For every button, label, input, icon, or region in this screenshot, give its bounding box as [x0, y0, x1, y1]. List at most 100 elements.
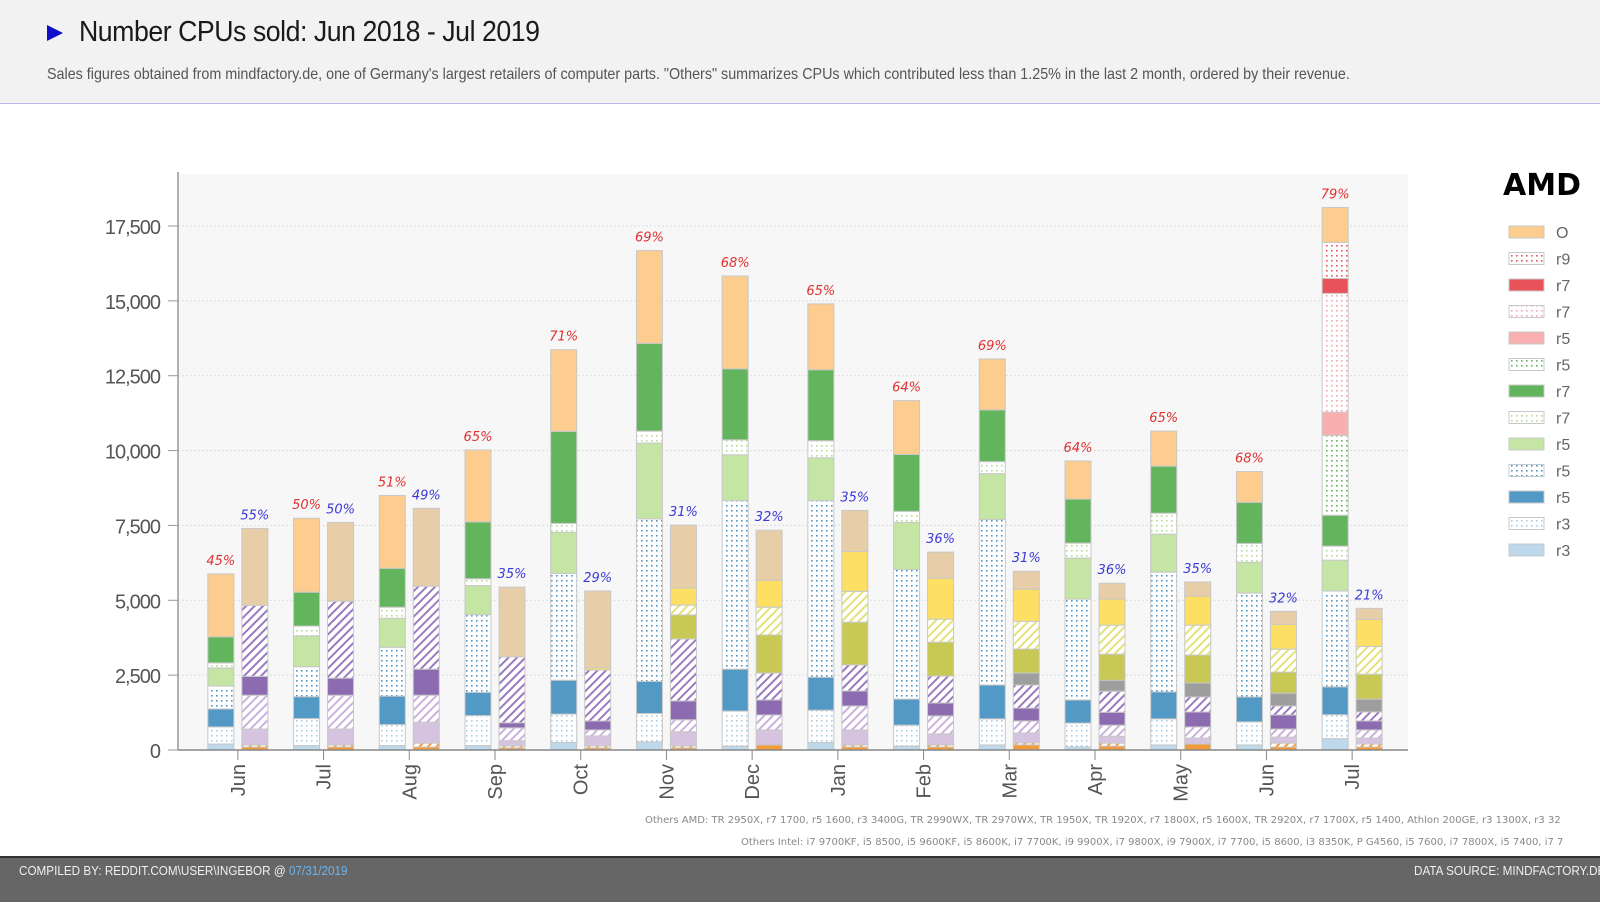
legend-title: AMD [1503, 168, 1581, 203]
compiled-date-link[interactable]: 07/31/2019 [288, 863, 348, 878]
intel-bar-segment [1355, 673, 1383, 700]
amd-bar-segment [550, 531, 578, 574]
intel-bar-segment [1184, 654, 1212, 684]
amd-bar-segment [207, 573, 235, 638]
amd-share-label: 68% [1235, 452, 1264, 467]
intel-bar-segment [1269, 736, 1297, 744]
intel-bar-segment [1355, 720, 1383, 731]
amd-bar-segment [978, 409, 1006, 463]
intel-bar-segment [669, 700, 697, 721]
legend-swatch [1508, 437, 1545, 451]
intel-share-label: 32% [1269, 591, 1298, 606]
intel-bar-segment [669, 587, 697, 606]
amd-bar-segment [293, 696, 321, 720]
others-intel-note: Others Intel: i7 9700KF, i5 8500, i5 960… [741, 837, 1564, 848]
amd-bar-segment [1235, 696, 1263, 723]
y-tick-label: 7,500 [115, 516, 161, 538]
legend-label: r7 [1556, 384, 1570, 401]
intel-share-label: 29% [583, 571, 612, 586]
legend-swatch [1508, 305, 1545, 318]
amd-bar-segment [721, 668, 749, 712]
x-tick-label: Sep [485, 764, 507, 800]
amd-share-label: 71% [549, 330, 578, 345]
intel-bar-segment [584, 735, 612, 747]
intel-bar-segment [241, 694, 269, 730]
intel-bar-segment [755, 672, 783, 701]
amd-bar-segment [1321, 559, 1349, 592]
amd-bar-segment [1150, 430, 1178, 467]
intel-bar-segment [841, 705, 869, 731]
intel-bar-segment [241, 675, 269, 696]
amd-bar-segment [550, 349, 578, 432]
amd-bar-segment [464, 578, 492, 587]
amd-bar-segment [378, 617, 406, 648]
amd-bar-segment [1321, 411, 1349, 436]
legend-label: O [1556, 225, 1568, 242]
intel-bar-segment [1355, 729, 1383, 739]
intel-bar-segment [1012, 672, 1040, 686]
intel-bar-segment [584, 729, 612, 737]
amd-bar-segment [378, 606, 406, 619]
amd-bar-segment [293, 718, 321, 747]
intel-bar-segment [412, 507, 440, 587]
amd-bar-segment [978, 358, 1006, 411]
intel-bar-segment [1098, 598, 1126, 626]
intel-share-label: 55% [240, 508, 269, 523]
amd-bar-segment [378, 494, 406, 569]
amd-bar-segment [550, 522, 578, 533]
amd-bar-segment [1321, 514, 1349, 547]
intel-bar-segment [1012, 684, 1040, 709]
intel-bar-segment [1012, 720, 1040, 734]
amd-share-label: 45% [206, 554, 235, 569]
x-tick-label: Jun [1256, 764, 1278, 796]
amd-bar-segment [807, 676, 835, 711]
amd-bar-segment [635, 712, 663, 743]
legend-swatch [1508, 225, 1545, 239]
intel-bar-segment [241, 604, 269, 677]
amd-bar-segment [893, 400, 921, 455]
intel-bar-segment [412, 721, 440, 744]
amd-bar-segment [978, 518, 1006, 686]
page-title: Number CPUs sold: Jun 2018 - Jul 2019 [79, 16, 540, 48]
intel-bar-segment [841, 621, 869, 666]
amd-bar-segment [1064, 699, 1092, 724]
amd-bar-segment [721, 454, 749, 502]
x-tick-label: Aug [399, 764, 421, 800]
share-labels: 45% 55% 50% 50% 51% 49% 65% 35% 71% 29% 69% 31% 68% 3… [206, 187, 1383, 606]
amd-bar-segment [893, 453, 921, 512]
amd-bar-segment [293, 635, 321, 668]
amd-bar-segment [378, 695, 406, 726]
amd-bar-segment [635, 342, 663, 432]
amd-bar-segment [550, 713, 578, 744]
amd-bar-segment [635, 741, 663, 751]
amd-bar-segment [464, 585, 492, 616]
amd-share-label: 64% [892, 381, 921, 396]
compiled-by: COMPILED BY: REDDIT.COM\USER\INGEBOR @ 0… [19, 863, 348, 878]
amd-bar-segment [293, 517, 321, 593]
amd-bar-segment [1150, 691, 1178, 720]
amd-bar-segment [807, 500, 835, 678]
y-tick-label: 10,000 [105, 442, 161, 464]
x-tick-label: Apr [1085, 764, 1107, 795]
amd-bar-segment [464, 692, 492, 717]
amd-bar-segment [635, 518, 663, 682]
intel-bar-segment [927, 551, 955, 579]
intel-bar-segment [498, 740, 526, 747]
intel-bar-segment [1098, 690, 1126, 713]
x-tick-label: Mar [999, 764, 1021, 799]
intel-bar-segment [1269, 623, 1297, 650]
amd-bar-segment [1150, 744, 1178, 751]
intel-share-label: 36% [926, 532, 955, 547]
legend-swatch [1508, 517, 1545, 530]
amd-bar-segment [1150, 718, 1178, 746]
intel-bar-segment [669, 638, 697, 702]
legend-label: r5 [1556, 331, 1570, 348]
intel-bar-segment [327, 677, 355, 696]
intel-bar-segment [1269, 692, 1297, 707]
amd-bar-segment [207, 743, 235, 751]
legend-swatch [1508, 331, 1545, 345]
intel-share-label: 21% [1355, 588, 1384, 603]
intel-bar-segment [841, 550, 869, 592]
intel-bar-segment [669, 524, 697, 589]
amd-bar-segment [978, 473, 1006, 520]
